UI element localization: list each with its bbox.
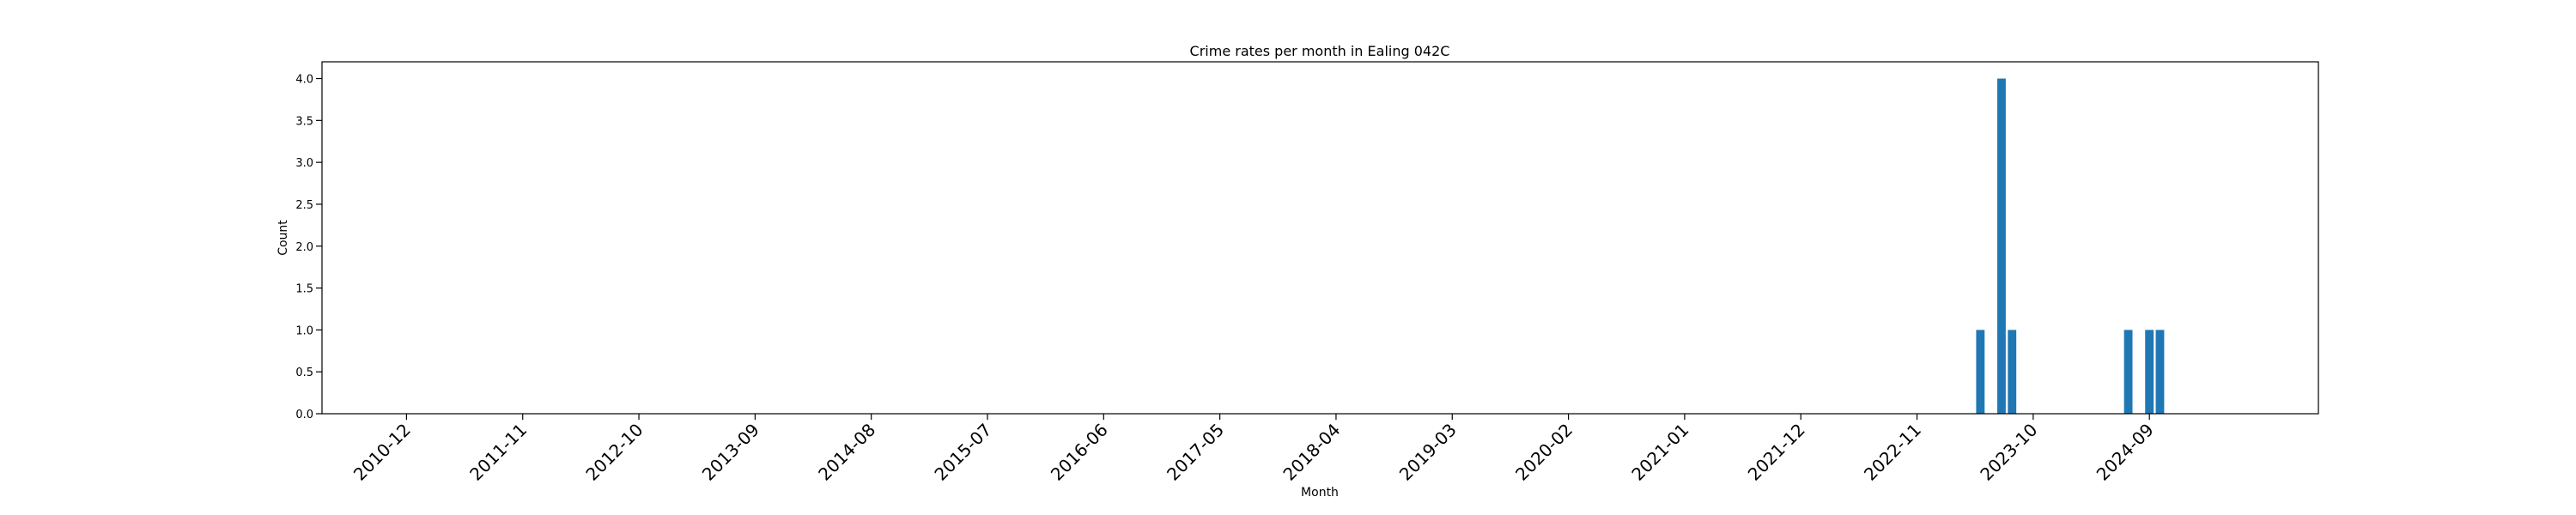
- x-tick-label: 2022-11: [1860, 420, 1925, 485]
- x-tick-label: 2010-12: [349, 420, 415, 485]
- x-tick-label: 2015-07: [930, 420, 995, 485]
- plot-area: [321, 61, 2319, 415]
- plot-frame: [321, 61, 2319, 415]
- y-tick-label: 3.5: [295, 115, 313, 128]
- x-tick-label: 2012-10: [581, 420, 647, 485]
- x-tick-label: 2024-09: [2093, 420, 2158, 485]
- y-tick-label: 2.0: [295, 241, 313, 254]
- bar-2024-10: [2155, 330, 2165, 414]
- x-axis: 2010-12 2011-11 2012-10 2013-09 2014-08 2015-…: [349, 414, 2158, 485]
- y-axis: 0.0 0.5 1.0 1.5 2.0 2.5 3.0 3.5 4.0: [295, 74, 322, 421]
- x-tick-label: 2019-03: [1395, 420, 1461, 485]
- bar-2023-07: [1997, 78, 2006, 415]
- x-tick-label: 2013-09: [698, 420, 763, 485]
- x-tick-label: 2021-01: [1627, 420, 1692, 485]
- y-tick-label: 0.5: [295, 367, 313, 379]
- y-tick-label: 1.0: [295, 324, 313, 337]
- x-tick-label: 2020-02: [1511, 420, 1577, 485]
- x-tick-label: 2016-06: [1047, 420, 1112, 485]
- y-tick-label: 0.0: [295, 409, 313, 421]
- x-tick-label: 2023-10: [1976, 420, 2041, 485]
- bar-2023-05: [1976, 330, 1985, 414]
- x-axis-label: Month: [1301, 486, 1339, 500]
- x-tick-label: 2018-04: [1279, 420, 1344, 485]
- chart-title: Crime rates per month in Ealing 042C: [1190, 43, 1450, 59]
- x-tick-label: 2021-12: [1744, 420, 1809, 485]
- bars-group: [1976, 78, 2165, 415]
- bar-2024-07: [2123, 330, 2133, 414]
- y-tick-label: 3.0: [295, 157, 313, 170]
- y-axis-label: Count: [276, 220, 290, 256]
- bar-2023-08: [2008, 330, 2017, 414]
- x-tick-label: 2014-08: [814, 420, 879, 485]
- bar-2024-09: [2145, 330, 2154, 414]
- y-tick-label: 1.5: [295, 283, 313, 296]
- y-tick-label: 2.5: [295, 199, 313, 212]
- x-tick-label: 2017-05: [1163, 420, 1228, 485]
- x-tick-label: 2011-11: [465, 420, 531, 485]
- y-tick-label: 4.0: [295, 74, 313, 87]
